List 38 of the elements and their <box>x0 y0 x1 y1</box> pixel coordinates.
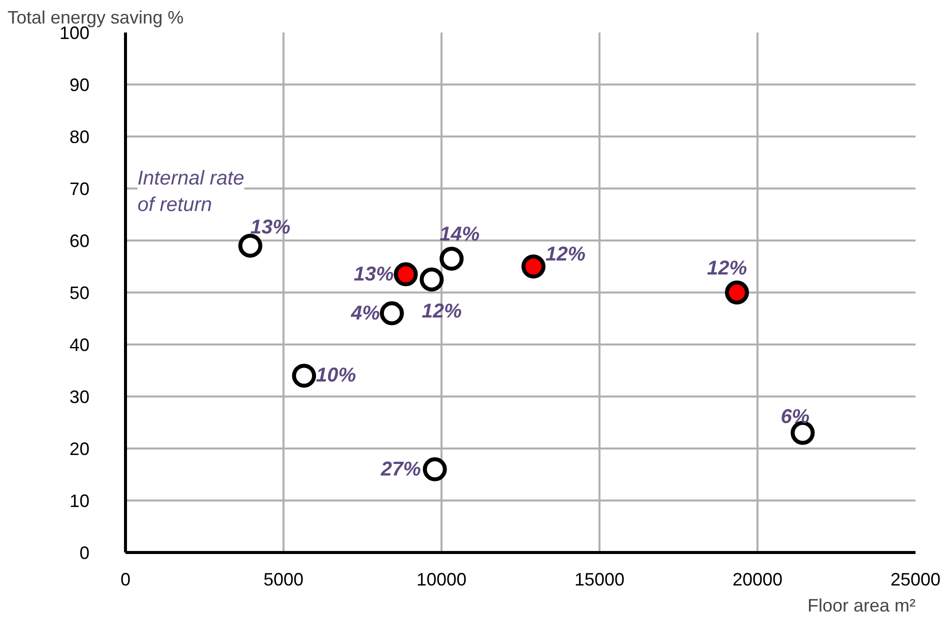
point <box>420 268 444 292</box>
point <box>724 280 749 304</box>
annotation: 13% <box>250 216 291 239</box>
y-tick-label: 80 <box>69 127 90 147</box>
x-tick-label: 10000 <box>416 570 467 590</box>
point <box>238 234 262 258</box>
annotation: 10% <box>316 364 356 387</box>
y-tick-label: 90 <box>69 75 90 95</box>
y-tick-label: 0 <box>79 543 90 563</box>
y-axis-title: Total energy saving % <box>8 8 184 28</box>
annotation: 14% <box>440 224 480 246</box>
annotation: 12% <box>545 244 586 266</box>
point <box>292 364 316 388</box>
point <box>394 262 418 286</box>
annotation: 27% <box>380 458 422 480</box>
y-tick-label: 30 <box>69 387 90 407</box>
annotation: 6% <box>780 406 810 428</box>
point <box>422 457 447 482</box>
annotation: 12% <box>422 300 462 322</box>
x-tick-label: 0 <box>120 570 131 590</box>
y-tick-label: 70 <box>69 179 90 199</box>
x-tick-label: 25000 <box>890 570 941 590</box>
y-tick-label: 50 <box>69 283 90 303</box>
y-tick-label: 40 <box>69 335 90 355</box>
x-tick-label: 20000 <box>732 570 783 590</box>
point <box>380 301 404 326</box>
annotation: 4% <box>350 302 380 324</box>
y-tick-label: 20 <box>69 439 90 459</box>
annotation: Internal rate of return <box>138 168 244 216</box>
annotation: 13% <box>354 263 394 286</box>
y-tick-label: 60 <box>69 231 90 251</box>
point <box>440 246 464 271</box>
x-tick-label: 15000 <box>574 570 625 590</box>
y-tick-label: 10 <box>69 491 90 511</box>
point <box>521 254 546 278</box>
x-axis-title: Floor area m² <box>807 596 916 616</box>
annotation: 12% <box>706 258 748 280</box>
x-tick-label: 5000 <box>263 570 304 590</box>
